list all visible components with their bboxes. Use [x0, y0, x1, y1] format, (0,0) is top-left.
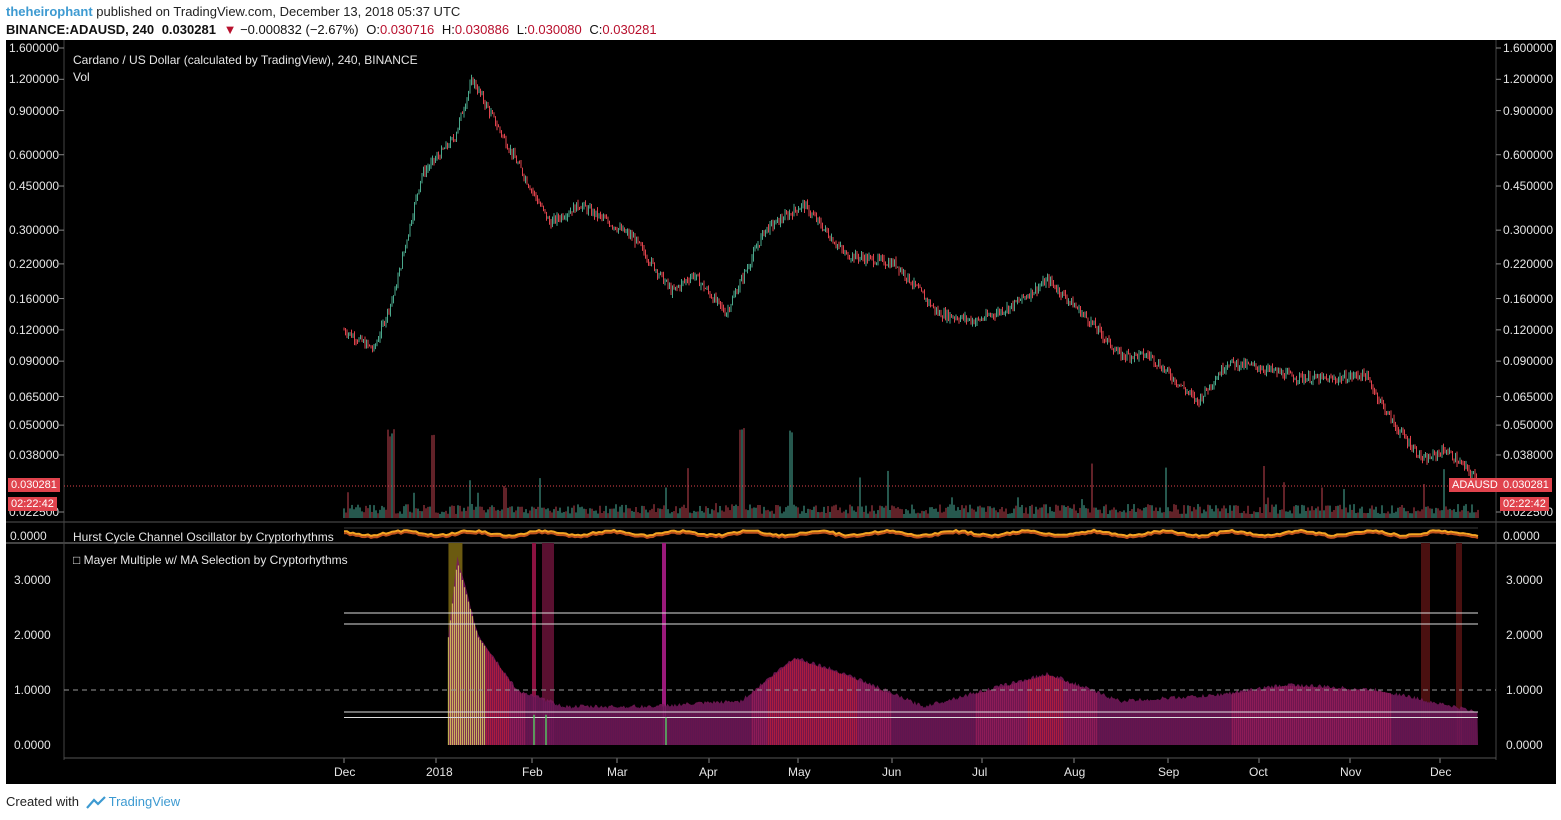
- hurst-oscillator-upper: [343, 528, 1479, 538]
- change-value: −0.000832 (−2.67%): [240, 22, 359, 37]
- published-text: published on TradingView.com, December 1…: [96, 4, 461, 19]
- price-axis-label: 0.120000: [9, 322, 60, 337]
- time-axis-label: Feb: [522, 765, 543, 779]
- price-axis-label: 0.300000: [1503, 223, 1554, 238]
- time-axis-label: Aug: [1064, 765, 1086, 779]
- price-axis-label: 0.600000: [9, 147, 60, 162]
- price-axis-label: 0.220000: [9, 256, 60, 271]
- price-axis-label: 0.900000: [9, 103, 60, 118]
- price-axis-label: 0.065000: [1503, 389, 1554, 404]
- chart-canvas[interactable]: [6, 40, 1556, 784]
- price-axis-label: 0.050000: [1503, 418, 1554, 433]
- publish-line: theheirophant published on TradingView.c…: [6, 4, 460, 19]
- time-axis-label: May: [788, 765, 811, 779]
- mayer-band: [662, 543, 666, 745]
- price-axis-label: 0.090000: [9, 354, 60, 369]
- price-pane-title: Cardano / US Dollar (calculated by Tradi…: [73, 53, 418, 67]
- last-price: 0.030281: [161, 22, 216, 37]
- open-label: O:: [366, 22, 380, 37]
- mayer-axis-label: 3.0000: [14, 573, 51, 587]
- price-axis-label: 0.120000: [1503, 322, 1554, 337]
- high-value: 0.030886: [454, 22, 510, 37]
- symbol-badge: ADAUSD: [1449, 478, 1501, 492]
- price-axis-label: 0.160000: [9, 291, 60, 306]
- last-price-badge-left: 0.030281: [8, 478, 60, 492]
- mayer-band: [542, 543, 554, 745]
- timer-badge-right: 02:22:42: [1500, 497, 1549, 511]
- change-down-icon: ▼: [223, 22, 237, 37]
- price-axis-label: 1.600000: [9, 41, 60, 55]
- price-axis-label: 0.450000: [1503, 179, 1554, 194]
- time-axis-label: Jul: [972, 765, 988, 779]
- time-axis-label: Apr: [699, 765, 718, 779]
- hurst-oscillator-lower: [343, 530, 1479, 540]
- time-axis-label: Dec: [334, 765, 356, 779]
- mayer-axis-label: 2.0000: [14, 628, 51, 642]
- symbol-line: BINANCE:ADAUSD, 240 0.030281 ▼ −0.000832…: [6, 22, 661, 37]
- time-axis-label: Nov: [1340, 765, 1362, 779]
- price-axis-label: 0.038000: [1503, 447, 1554, 462]
- mayer-axis-label: 0.0000: [14, 738, 51, 752]
- mayer-axis-label: 2.0000: [1506, 628, 1543, 642]
- timer-badge-left: 02:22:42: [8, 497, 57, 511]
- time-axis-label: Dec: [1430, 765, 1452, 779]
- hurst-pane-title: Hurst Cycle Channel Oscillator by Crypto…: [73, 530, 334, 544]
- price-axis-label: 1.600000: [1503, 41, 1554, 55]
- symbol-name: BINANCE:ADAUSD, 240: [6, 22, 155, 37]
- time-axis-label: Jun: [882, 765, 902, 779]
- mayer-band: [1456, 543, 1462, 745]
- price-axis-label: 0.038000: [9, 447, 60, 462]
- close-label: C:: [589, 22, 603, 37]
- mayer-band: [532, 543, 536, 745]
- low-label: L:: [516, 22, 528, 37]
- mayer-pane-title: □ Mayer Multiple w/ MA Selection by Cryp…: [73, 553, 348, 567]
- low-value: 0.030080: [527, 22, 582, 37]
- mayer-band: [1421, 543, 1430, 745]
- high-label: H:: [441, 22, 455, 37]
- price-axis-label: 0.090000: [1503, 354, 1554, 369]
- mayer-axis-label: 1.0000: [1506, 683, 1543, 697]
- time-axis-label: Oct: [1249, 765, 1268, 779]
- price-axis-label: 0.065000: [9, 389, 60, 404]
- hurst-left-axis-label: 0.0000: [10, 529, 47, 543]
- created-with-text: Created with: [6, 794, 79, 809]
- price-axis-label: 1.200000: [1503, 72, 1554, 87]
- time-axis-label: Mar: [607, 765, 628, 779]
- mayer-axis-label: 3.0000: [1506, 573, 1543, 587]
- chart-area[interactable]: Cardano / US Dollar (calculated by Tradi…: [6, 40, 1556, 784]
- price-axis-label: 0.050000: [9, 418, 60, 433]
- time-axis-label: Sep: [1158, 765, 1180, 779]
- hurst-right-axis-label: 0.0000: [1503, 529, 1540, 543]
- footer: Created with TradingView: [6, 794, 180, 809]
- price-axis-label: 0.300000: [9, 223, 60, 238]
- volume-label: Vol: [73, 70, 90, 84]
- publisher-link[interactable]: theheirophant: [6, 4, 93, 19]
- price-axis-label: 1.200000: [9, 72, 60, 87]
- close-value: 0.030281: [602, 22, 657, 37]
- price-axis-label: 0.600000: [1503, 147, 1554, 162]
- price-axis-label: 0.450000: [9, 179, 60, 194]
- mayer-axis-label: 1.0000: [14, 683, 51, 697]
- last-price-badge-right: 0.030281: [1500, 478, 1552, 492]
- tradingview-brand-link[interactable]: TradingView: [108, 794, 181, 809]
- price-axis-label: 0.900000: [1503, 103, 1554, 118]
- time-axis-label: 2018: [426, 765, 453, 779]
- tradingview-logo-icon: [85, 796, 106, 809]
- price-axis-label: 0.220000: [1503, 256, 1554, 271]
- open-value: 0.030716: [379, 22, 435, 37]
- mayer-axis-label: 0.0000: [1506, 738, 1543, 752]
- price-axis-label: 0.160000: [1503, 291, 1554, 306]
